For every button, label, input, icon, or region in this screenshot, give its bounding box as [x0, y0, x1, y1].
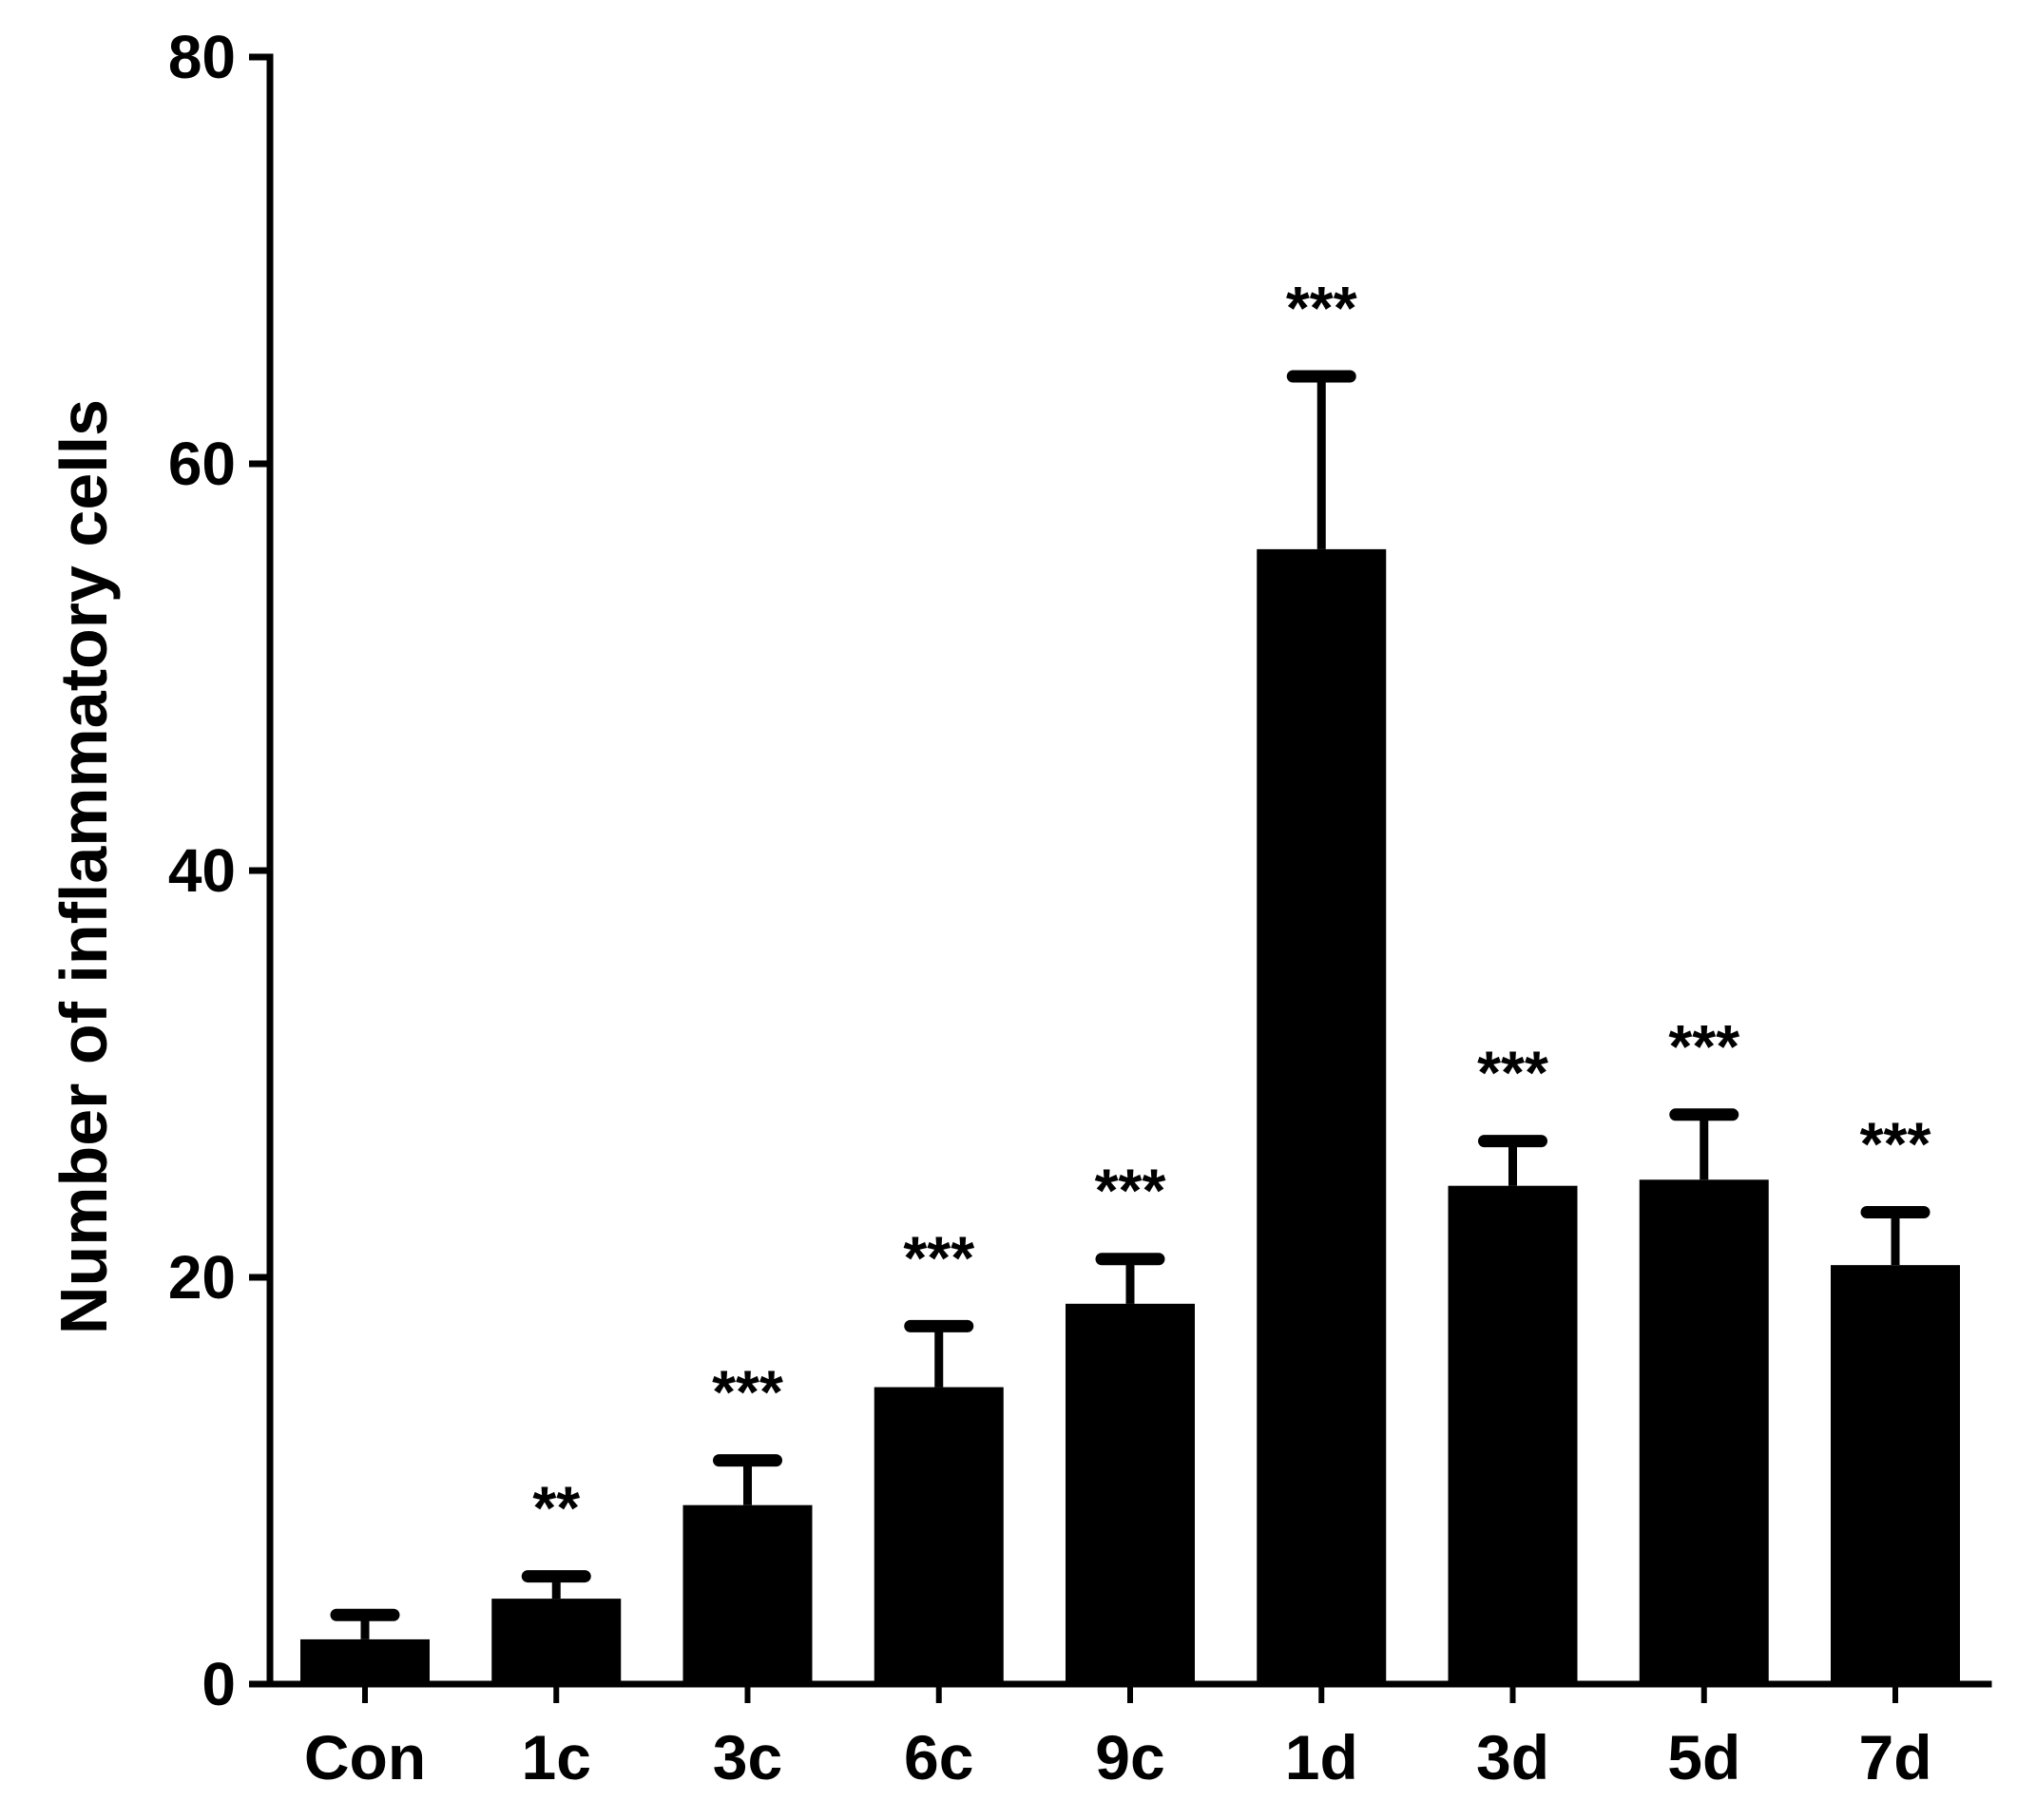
bar	[1066, 1303, 1195, 1684]
significance-label: ***	[1477, 1039, 1548, 1107]
bar	[874, 1387, 1004, 1684]
bar	[1639, 1179, 1769, 1684]
y-tick-label: 60	[168, 430, 236, 498]
significance-label: ***	[903, 1223, 974, 1292]
bar	[300, 1638, 430, 1684]
x-tick-label: 9c	[1095, 1722, 1164, 1792]
y-axis-label-group: Number of inflammatory cells	[47, 399, 121, 1334]
bar	[682, 1504, 813, 1684]
y-tick-label: 0	[202, 1650, 236, 1718]
axes: 0 20 40 60 80 Con 1c 3c 6c 9c 1d 3d 5d 7d	[168, 23, 1992, 1792]
significance-label: ***	[1095, 1157, 1166, 1225]
significance-label: ***	[712, 1358, 783, 1427]
bar	[1257, 548, 1387, 1684]
significance-label: **	[532, 1474, 580, 1542]
y-tick-label: 20	[168, 1243, 236, 1312]
y-axis-label: Number of inflammatory cells	[47, 399, 121, 1334]
x-tick-label: 7d	[1858, 1722, 1931, 1792]
bar	[1448, 1185, 1578, 1684]
bars: ***************** ******	[300, 274, 1960, 1684]
y-tick-label: 40	[168, 836, 236, 905]
significance-label: ***	[1286, 274, 1357, 342]
x-tick-label: 1d	[1285, 1722, 1358, 1792]
x-tick-label: 1c	[522, 1722, 591, 1792]
bar	[491, 1599, 622, 1684]
bar	[1831, 1265, 1960, 1684]
significance-label: ***	[1860, 1110, 1931, 1178]
y-tick-label: 80	[168, 23, 236, 91]
x-tick-label: 3c	[713, 1722, 782, 1792]
x-tick-label: 6c	[904, 1722, 973, 1792]
x-tick-label: Con	[304, 1722, 426, 1792]
x-tick-label: 3d	[1476, 1722, 1549, 1792]
x-tick-label: 5d	[1667, 1722, 1740, 1792]
significance-label: ***	[1668, 1012, 1739, 1081]
